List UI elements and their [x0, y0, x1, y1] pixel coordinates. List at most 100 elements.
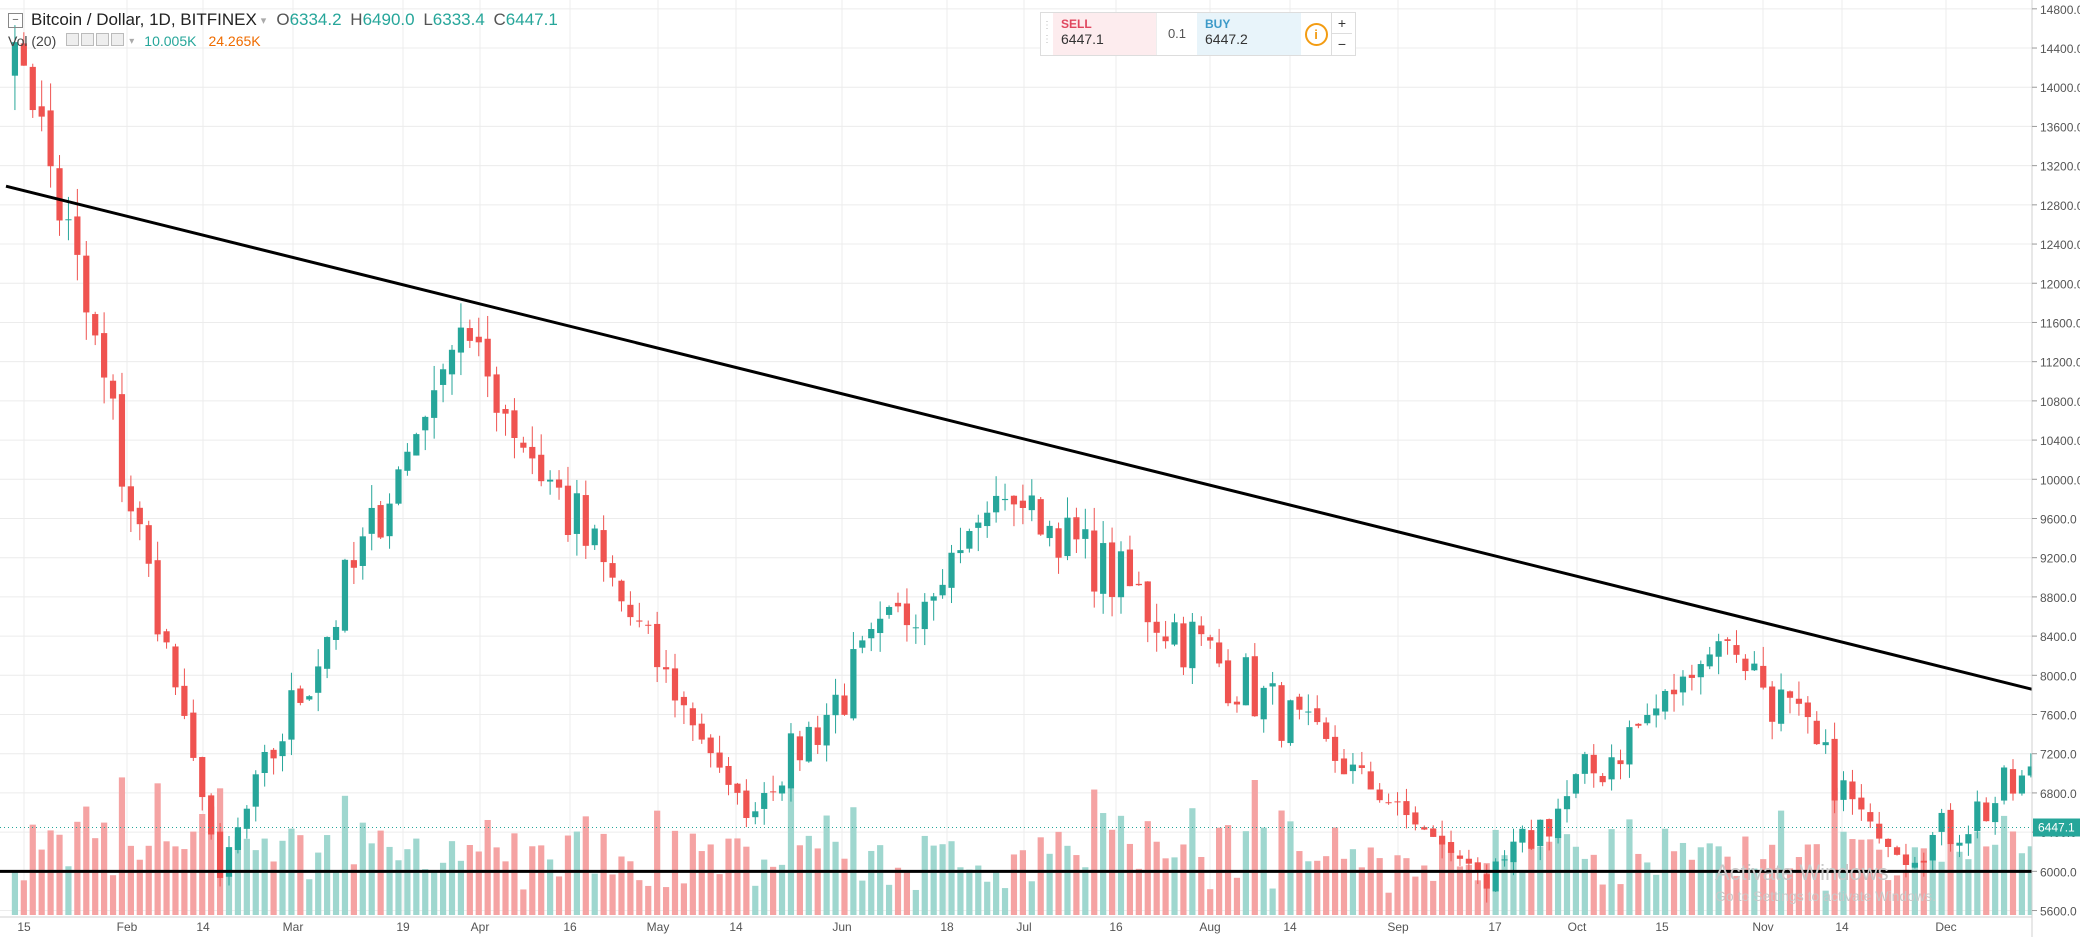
volume-bar — [636, 880, 643, 915]
candle-down — [1394, 801, 1401, 803]
symbol-title[interactable]: Bitcoin / Dollar, 1D, BITFINEX — [31, 10, 257, 29]
volume-bar — [1697, 847, 1704, 915]
candle-up — [11, 42, 19, 76]
sell-button[interactable]: SELL 6447.1 — [1053, 13, 1157, 55]
volume-bar — [172, 846, 179, 915]
candle-up — [1519, 828, 1526, 843]
minus-button[interactable]: − — [1337, 36, 1347, 52]
candle-down — [83, 255, 90, 313]
candle-down — [1947, 809, 1954, 845]
candle-down — [1831, 738, 1838, 801]
candle-up — [1653, 708, 1660, 716]
candle-down — [1893, 847, 1901, 855]
candle-down — [1010, 495, 1018, 505]
volume-bar — [1430, 880, 1437, 915]
volume-bar — [1563, 834, 1571, 915]
minus-box-icon[interactable]: − — [8, 12, 23, 28]
volume-bar — [252, 850, 259, 915]
candle-up — [1537, 819, 1544, 847]
volume-bar — [1599, 884, 1606, 915]
chevron-down-icon[interactable]: ▾ — [129, 35, 135, 47]
candle-up — [252, 774, 259, 807]
candle-down — [770, 791, 777, 793]
volume-bar — [1590, 854, 1597, 915]
drag-handle-icon[interactable]: ⋮ ⋮ — [1042, 20, 1052, 45]
candle-up — [422, 416, 429, 431]
candle-down — [1323, 722, 1330, 739]
candle-up — [1064, 517, 1071, 557]
candle-up — [1822, 742, 1829, 746]
candle-up — [993, 495, 1000, 513]
candle-up — [439, 369, 447, 385]
candle-up — [288, 690, 295, 740]
gear-icon[interactable] — [96, 33, 110, 46]
volume-bar — [127, 845, 134, 915]
volume-bar — [1037, 837, 1044, 915]
x-tick-label: 16 — [563, 920, 577, 934]
candle-up — [868, 629, 875, 639]
candle-up — [966, 531, 973, 549]
candle-down — [154, 560, 161, 635]
candle-up — [1679, 676, 1687, 693]
volume-bar — [1465, 864, 1472, 915]
candle-up — [1974, 801, 1981, 832]
y-tick-label: 9200.0 — [2040, 552, 2077, 566]
volume-bar — [1233, 877, 1241, 915]
candle-up — [65, 219, 72, 221]
volume-bar — [591, 873, 598, 915]
volume-bar — [83, 806, 90, 915]
plus-button[interactable]: + — [1332, 13, 1352, 34]
candle-down — [627, 604, 634, 618]
volume-bar — [1055, 831, 1062, 915]
candle-down — [109, 380, 117, 399]
candle-up — [1911, 862, 1918, 868]
info-icon[interactable]: i — [1301, 13, 1331, 55]
volume-bar — [1064, 845, 1071, 915]
x-tick-label: Nov — [1752, 920, 1773, 934]
volume-bar — [404, 849, 411, 915]
x-tick-label: Jul — [1016, 920, 1031, 934]
volume-bar — [1644, 862, 1651, 915]
volume-bar — [1510, 845, 1517, 915]
volume-study-label[interactable]: Vol (20) — [8, 33, 57, 49]
candle-up — [1608, 757, 1615, 780]
candle-down — [529, 446, 536, 459]
chevron-down-icon[interactable]: ▾ — [260, 14, 267, 27]
settings-icon[interactable] — [81, 33, 95, 46]
volume-bar — [832, 841, 839, 915]
volume-bar — [332, 870, 340, 915]
candle-up — [1840, 780, 1847, 800]
buy-button[interactable]: BUY 6447.2 — [1197, 13, 1301, 55]
volume-bar — [1305, 861, 1312, 915]
trade-panel: ⋮ ⋮ SELL 6447.1 0.1 BUY 6447.2 i + − — [1040, 12, 1356, 56]
study-controls[interactable] — [66, 33, 126, 49]
candle-down — [74, 216, 81, 255]
volume-bar — [823, 815, 830, 915]
volume-bar — [671, 830, 679, 915]
volume-bar — [65, 866, 72, 915]
volume-bar — [761, 859, 768, 915]
y-tick-label: 6800.0 — [2040, 787, 2077, 801]
volume-bar — [1795, 857, 1803, 915]
eye-icon[interactable] — [66, 33, 80, 46]
candle-up — [1501, 859, 1508, 861]
volume-bar — [297, 835, 304, 915]
candle-up — [1100, 543, 1107, 594]
candle-down — [502, 408, 509, 414]
candle-down — [609, 563, 616, 578]
candle-down — [1786, 691, 1794, 698]
volume-bar — [1786, 868, 1794, 915]
candle-down — [743, 790, 750, 819]
volume-bar — [511, 833, 518, 915]
candle-down — [1546, 819, 1553, 837]
candle-down — [1769, 686, 1776, 722]
y-tick-label: 5600.0 — [2040, 905, 2077, 919]
close-icon[interactable] — [111, 33, 125, 46]
candle-down — [1376, 789, 1383, 801]
volume-bar — [680, 883, 688, 915]
candle-down — [734, 783, 741, 793]
candle-up — [832, 694, 839, 716]
quantity-field[interactable]: 0.1 — [1167, 26, 1187, 41]
candle-up — [1706, 654, 1713, 667]
